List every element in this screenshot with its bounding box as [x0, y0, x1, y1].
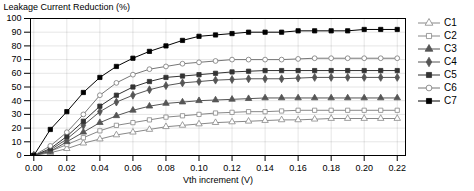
html-text:C6: C6 — [444, 82, 457, 93]
svg-text:0.06: 0.06 — [124, 163, 142, 173]
svg-text:60: 60 — [11, 68, 21, 78]
svg-text:20: 20 — [11, 123, 21, 133]
svg-text:0: 0 — [16, 150, 21, 160]
svg-text:30: 30 — [11, 109, 21, 119]
svg-text:100: 100 — [6, 13, 21, 23]
html-text:C2: C2 — [444, 30, 457, 41]
svg-text:50: 50 — [11, 82, 21, 92]
svg-text:Leakage Current Reduction (%): Leakage Current Reduction (%) — [4, 2, 131, 12]
html-text:C7: C7 — [444, 95, 457, 106]
svg-text:40: 40 — [11, 96, 21, 106]
svg-text:0.12: 0.12 — [223, 163, 241, 173]
svg-text:Vth increment (V): Vth increment (V) — [183, 175, 253, 185]
svg-text:80: 80 — [11, 41, 21, 51]
svg-text:0.14: 0.14 — [256, 163, 274, 173]
svg-text:0.08: 0.08 — [157, 163, 175, 173]
html-text:C4: C4 — [444, 56, 457, 67]
svg-text:10: 10 — [11, 137, 21, 147]
svg-text:0.04: 0.04 — [91, 163, 109, 173]
svg-text:0.18: 0.18 — [322, 163, 340, 173]
svg-text:70: 70 — [11, 54, 21, 64]
svg-text:0.00: 0.00 — [25, 163, 43, 173]
html-text:C3: C3 — [444, 43, 457, 54]
svg-text:0.16: 0.16 — [289, 163, 307, 173]
svg-text:0.22: 0.22 — [388, 163, 406, 173]
svg-text:0.10: 0.10 — [190, 163, 208, 173]
svg-text:0.02: 0.02 — [58, 163, 76, 173]
svg-text:90: 90 — [11, 27, 21, 37]
html-text:C1: C1 — [444, 17, 457, 28]
svg-text:0.20: 0.20 — [355, 163, 373, 173]
html-text:C5: C5 — [444, 69, 457, 80]
